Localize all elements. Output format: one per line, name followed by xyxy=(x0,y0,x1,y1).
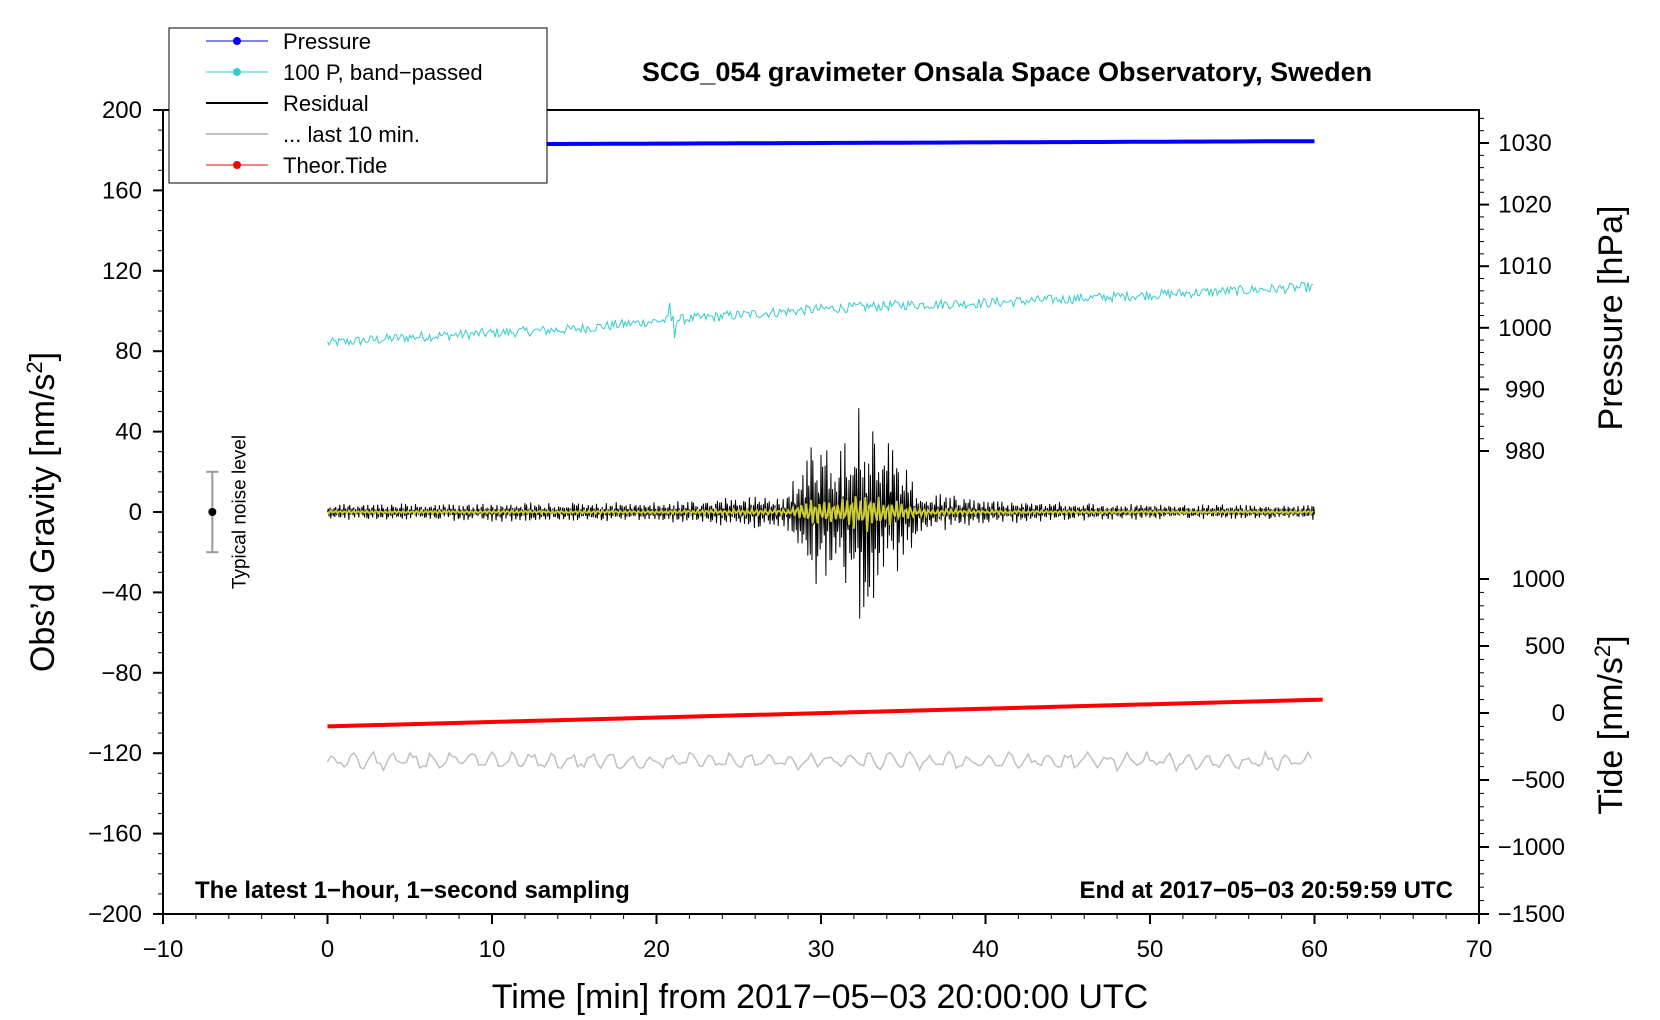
chart-title: SCG_054 gravimeter Onsala Space Observat… xyxy=(642,57,1372,87)
series-theor-tide-line xyxy=(327,697,1323,729)
x-tick-label: 10 xyxy=(479,936,506,963)
legend-marker xyxy=(233,37,241,45)
tide-tick-label: 1000 xyxy=(1512,566,1565,593)
y-axis-label-tide-end: ] xyxy=(1592,635,1630,644)
legend-marker xyxy=(233,68,241,76)
annotation-right: End at 2017−05−03 20:59:59 UTC xyxy=(1079,877,1453,904)
legend-label: ... last 10 min. xyxy=(283,122,420,147)
y-axis-label-left-end: ] xyxy=(24,352,62,361)
y-tick-label: −80 xyxy=(101,660,142,687)
series-layer xyxy=(326,139,1323,773)
tide-tick-label: −1000 xyxy=(1498,834,1565,861)
y-tick-label: 120 xyxy=(102,258,142,285)
legend-label: 100 P, band−passed xyxy=(283,60,483,85)
x-tick-label: 70 xyxy=(1466,936,1493,963)
y-axis-tide: 1000 500 0 −500 −1000 −1500 xyxy=(1479,566,1565,928)
y-axis-label-tide-sup: 2 xyxy=(1590,645,1615,657)
pressure-tick-label: 1000 xyxy=(1498,315,1551,342)
y-axis-label-left-sup: 2 xyxy=(22,361,47,373)
noise-level-indicator: Typical noise level xyxy=(206,435,250,589)
y-axis-label-tide-text: Tide [nm/s xyxy=(1592,657,1630,814)
legend-box xyxy=(168,27,548,184)
series-residual-smoothed-line xyxy=(326,496,1314,532)
pressure-tick-label: 1030 xyxy=(1498,130,1551,157)
pressure-tick-label: 1020 xyxy=(1498,192,1551,219)
x-tick-label: 40 xyxy=(972,936,999,963)
y-tick-label: −40 xyxy=(101,579,142,606)
x-tick-label: −10 xyxy=(143,936,184,963)
pressure-tick-label: 980 xyxy=(1505,438,1545,465)
series-residual-line xyxy=(327,408,1315,619)
y-axis-label-pressure: Pressure [hPa] xyxy=(1592,206,1630,431)
legend-label: Pressure xyxy=(283,29,371,54)
x-axis-label: Time [min] from 2017−05−03 20:00:00 UTC xyxy=(492,978,1148,1016)
y-tick-label: −200 xyxy=(88,901,142,928)
tide-tick-label: 0 xyxy=(1552,700,1565,727)
y-axis-pressure: 1030 1020 1010 1000 990 980 xyxy=(1479,117,1552,465)
pressure-tick-label: 1010 xyxy=(1498,253,1551,280)
tide-tick-label: 500 xyxy=(1525,633,1565,660)
y-axis-left: 200 160 120 80 40 0 −40 −80 −120 −160 −200 xyxy=(88,97,163,928)
annotation-left: The latest 1−hour, 1−second sampling xyxy=(195,877,630,904)
y-tick-label: 80 xyxy=(115,338,142,365)
y-tick-label: 0 xyxy=(129,499,142,526)
x-axis: −10 0 10 20 30 40 50 60 70 xyxy=(143,914,1493,963)
y-tick-label: 160 xyxy=(102,177,142,204)
legend-label: Residual xyxy=(283,91,369,116)
series-last-10-min-line xyxy=(326,749,1312,773)
y-tick-label: −160 xyxy=(88,821,142,848)
x-tick-label: 20 xyxy=(643,936,670,963)
series-band-passed-line xyxy=(327,282,1314,348)
y-tick-label: −120 xyxy=(88,740,142,767)
x-tick-label: 50 xyxy=(1137,936,1164,963)
y-tick-label: 200 xyxy=(102,97,142,124)
noise-center-dot xyxy=(208,508,217,516)
legend-marker xyxy=(233,161,241,169)
y-axis-label-left-text: Obs’d Gravity [nm/s xyxy=(24,374,62,673)
pressure-tick-label: 990 xyxy=(1505,376,1545,403)
noise-label: Typical noise level xyxy=(229,435,250,589)
x-tick-label: 0 xyxy=(321,936,334,963)
x-tick-label: 30 xyxy=(808,936,835,963)
x-tick-label: 60 xyxy=(1301,936,1328,963)
tide-tick-label: −1500 xyxy=(1498,901,1565,928)
y-axis-label-tide: Tide [nm/s2] xyxy=(1590,635,1630,814)
tide-tick-label: −500 xyxy=(1511,767,1565,794)
legend-label: Theor.Tide xyxy=(283,153,387,178)
y-tick-label: 40 xyxy=(115,419,142,446)
y-axis-label-left: Obs’d Gravity [nm/s2] xyxy=(22,352,62,672)
legend: Pressure 100 P, band−passed Residual ... la… xyxy=(168,27,548,184)
